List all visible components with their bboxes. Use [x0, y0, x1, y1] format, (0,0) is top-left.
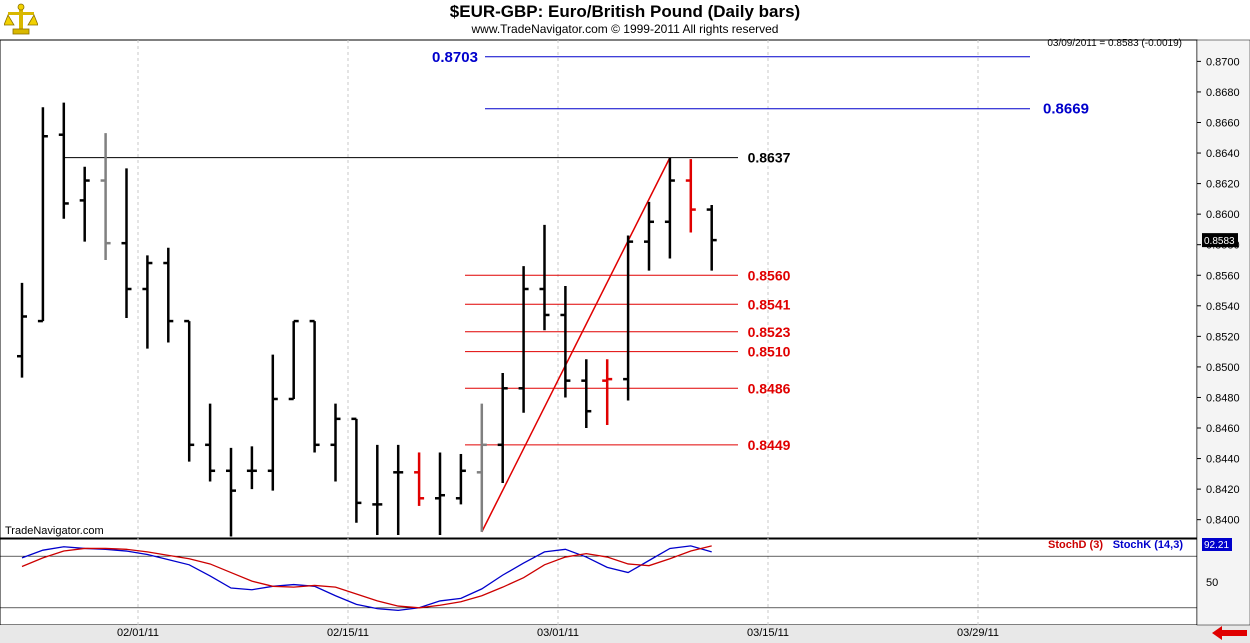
last-price-box: [1202, 233, 1238, 248]
x-tick-label: 02/01/11: [117, 627, 159, 639]
stoch-y-tick-label: 50: [1206, 577, 1218, 589]
level-label: 0.8669: [1043, 101, 1089, 118]
stoch-last-value-label: 92.21: [1204, 540, 1229, 551]
stoch-k-line: [21, 545, 712, 612]
y-tick-label: 0.8400: [1206, 515, 1240, 527]
time-axis-band: [0, 625, 1250, 643]
quote-readout: 03/09/2011 = 0.8583 (-0.0019): [1047, 38, 1182, 49]
stoch-last-value-box: [1202, 538, 1232, 551]
level-label: 0.8486: [748, 380, 791, 396]
stochastic-panel: [0, 538, 1198, 626]
y-tick-label: 0.8500: [1206, 362, 1240, 374]
y-tick-label: 0.8520: [1206, 331, 1240, 343]
stoch-d-line: [21, 545, 712, 609]
y-tick-label: 0.8460: [1206, 423, 1240, 435]
y-tick-label: 0.8620: [1206, 179, 1240, 191]
y-tick-label: 0.8560: [1206, 270, 1240, 282]
level-label: 0.8541: [748, 296, 791, 312]
copyright-notice: www.TradeNavigator.com © 1999-2011 All r…: [471, 22, 779, 36]
level-label: 0.8449: [748, 437, 791, 453]
price-panel: [0, 39, 1198, 539]
x-tick-label: 03/15/11: [747, 627, 789, 639]
y-tick-label: 0.8480: [1206, 392, 1240, 404]
level-label: 0.8637: [748, 150, 791, 166]
stoch-d-legend: StochD (3): [1048, 539, 1103, 551]
y-tick-label: 0.8680: [1206, 87, 1240, 99]
stoch-k-legend: StochK (14,3): [1113, 539, 1184, 551]
y-tick-label: 0.8420: [1206, 484, 1240, 496]
y-tick-label: 0.8600: [1206, 209, 1240, 221]
y-tick-label: 0.8440: [1206, 454, 1240, 466]
price-axis-band: [1196, 39, 1250, 626]
x-tick-label: 03/01/11: [537, 627, 579, 639]
y-tick-label: 0.8660: [1206, 117, 1240, 129]
level-label: 0.8510: [748, 344, 791, 360]
x-tick-label: 03/29/11: [957, 627, 999, 639]
level-label: 0.8703: [432, 49, 478, 66]
last-price-label: 0.8583: [1204, 236, 1235, 247]
trade-navigator-logo-icon: [3, 3, 39, 37]
watermark-text: TradeNavigator.com: [5, 525, 104, 537]
level-label: 0.8523: [748, 324, 791, 340]
x-tick-label: 02/15/11: [327, 627, 369, 639]
y-tick-label: 0.8700: [1206, 56, 1240, 68]
y-tick-label: 0.8640: [1206, 148, 1240, 160]
level-label: 0.8560: [748, 267, 791, 283]
chart-title: $EUR-GBP: Euro/British Pound (Daily bars…: [449, 2, 801, 21]
trend-line: [481, 157, 671, 533]
scroll-left-arrow-icon[interactable]: [1212, 626, 1247, 640]
y-tick-label: 0.8540: [1206, 301, 1240, 313]
